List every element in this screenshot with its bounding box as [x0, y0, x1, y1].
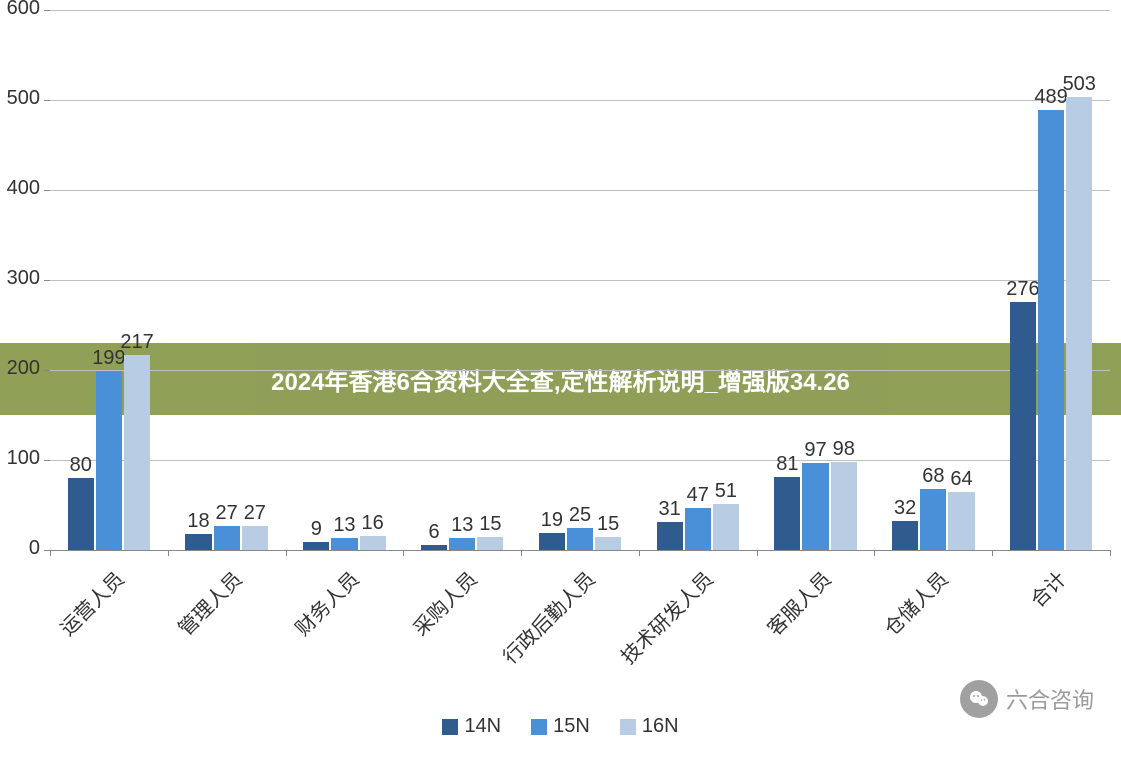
- bar: [68, 478, 94, 550]
- overlay-text: 2024年香港6合资料大全查,定性解析说明_增强版34.26: [271, 362, 850, 397]
- bar: [303, 542, 329, 550]
- x-tick: [757, 550, 758, 556]
- wechat-badge: 六合咨询: [960, 680, 1094, 718]
- bar: [214, 526, 240, 550]
- x-axis-label: 行政后勤人员: [495, 564, 600, 669]
- gridline: [50, 10, 1110, 11]
- bar-value-label: 64: [939, 468, 983, 491]
- x-tick: [50, 550, 51, 556]
- bar: [802, 463, 828, 550]
- y-axis-label: 200: [7, 357, 40, 380]
- bar-value-label: 51: [704, 480, 748, 503]
- y-tick: [44, 370, 50, 371]
- y-axis-label: 0: [29, 537, 40, 560]
- legend: 14N 15N 16N: [0, 715, 1121, 738]
- legend-item: 15N: [531, 715, 590, 738]
- bar: [185, 534, 211, 550]
- x-tick: [403, 550, 404, 556]
- chart-container: 2024年香港6合资料大全查,定性解析说明_增强版34.26 14N 15N 16N…: [0, 0, 1121, 757]
- y-axis-label: 400: [7, 177, 40, 200]
- bar: [124, 355, 150, 550]
- legend-item: 16N: [620, 715, 679, 738]
- x-axis-label: 仓储人员: [877, 564, 954, 641]
- x-axis: [50, 550, 1110, 551]
- bar: [96, 371, 122, 550]
- x-tick: [1110, 550, 1111, 556]
- x-tick: [992, 550, 993, 556]
- x-axis-label: 财务人员: [288, 564, 365, 641]
- x-tick: [874, 550, 875, 556]
- x-axis-label: 合计: [1023, 564, 1072, 613]
- bar-value-label: 15: [586, 513, 630, 536]
- x-tick: [639, 550, 640, 556]
- gridline: [50, 370, 1110, 371]
- bar-value-label: 98: [822, 438, 866, 461]
- bar: [242, 526, 268, 550]
- gridline: [50, 460, 1110, 461]
- bar: [657, 522, 683, 550]
- bar-value-label: 27: [233, 502, 277, 525]
- x-tick: [286, 550, 287, 556]
- bar: [421, 545, 447, 550]
- legend-swatch: [531, 719, 547, 735]
- bar: [539, 533, 565, 550]
- bar: [449, 538, 475, 550]
- bar-value-label: 503: [1057, 73, 1101, 96]
- x-tick: [168, 550, 169, 556]
- x-axis-label: 技术研发人员: [613, 564, 718, 669]
- x-axis-label: 运营人员: [52, 564, 129, 641]
- bar: [892, 521, 918, 550]
- bar: [1010, 302, 1036, 550]
- overlay-banner: 2024年香港6合资料大全查,定性解析说明_增强版34.26: [0, 343, 1121, 415]
- bar-value-label: 15: [468, 513, 512, 536]
- y-tick: [44, 10, 50, 11]
- x-tick: [521, 550, 522, 556]
- bar: [477, 537, 503, 551]
- bar-value-label: 217: [115, 331, 159, 354]
- x-axis-label: 管理人员: [170, 564, 247, 641]
- legend-label: 16N: [642, 715, 679, 738]
- bar: [774, 477, 800, 550]
- y-axis-label: 500: [7, 87, 40, 110]
- legend-label: 15N: [553, 715, 590, 738]
- y-axis-label: 100: [7, 447, 40, 470]
- x-axis-label: 客服人员: [759, 564, 836, 641]
- y-axis-label: 300: [7, 267, 40, 290]
- gridline: [50, 100, 1110, 101]
- y-tick: [44, 280, 50, 281]
- bar: [360, 536, 386, 550]
- gridline: [50, 190, 1110, 191]
- bar: [331, 538, 357, 550]
- bar-value-label: 16: [351, 512, 395, 535]
- bar: [1066, 97, 1092, 550]
- legend-swatch: [442, 719, 458, 735]
- bar: [685, 508, 711, 550]
- y-tick: [44, 190, 50, 191]
- legend-label: 14N: [464, 715, 501, 738]
- x-axis-label: 采购人员: [406, 564, 483, 641]
- legend-swatch: [620, 719, 636, 735]
- y-axis-label: 600: [7, 0, 40, 20]
- bar: [713, 504, 739, 550]
- legend-item: 14N: [442, 715, 501, 738]
- bar: [948, 492, 974, 550]
- bar: [831, 462, 857, 550]
- y-tick: [44, 460, 50, 461]
- y-tick: [44, 100, 50, 101]
- wechat-label: 六合咨询: [1006, 683, 1094, 715]
- bar: [595, 537, 621, 551]
- bar: [920, 489, 946, 550]
- bar: [1038, 110, 1064, 550]
- gridline: [50, 280, 1110, 281]
- wechat-icon: [960, 680, 998, 718]
